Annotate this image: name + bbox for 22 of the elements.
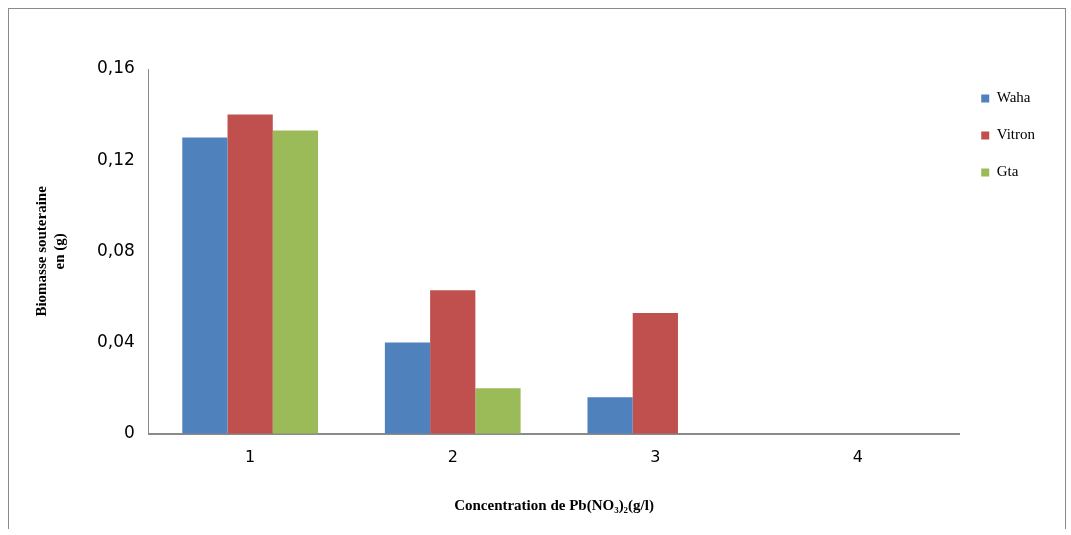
legend-label: Waha [996, 89, 1031, 106]
bar [227, 114, 273, 434]
y-tick-label: 0 [124, 422, 135, 443]
bar [272, 130, 319, 434]
legend-label: Vitron [996, 126, 1036, 143]
bar [632, 312, 678, 434]
x-tick-label: 4 [852, 446, 864, 466]
y-tick-label: 0,12 [96, 148, 135, 169]
bar [430, 290, 476, 434]
y-tick-label: 0,16 [96, 57, 135, 78]
x-axis-title: Concentration de Pb(NO₃)₂(g/l) [454, 496, 654, 514]
x-tick-label: 2 [447, 446, 458, 466]
x-tick-label: 1 [245, 446, 256, 466]
y-tick-label: 0,04 [96, 331, 135, 352]
x-tick-label: 3 [650, 446, 661, 466]
legend-label: Gta [996, 163, 1019, 180]
bar [475, 388, 521, 434]
bar [182, 137, 228, 434]
y-axis-title: Biomasse souteraine en (g) [32, 185, 68, 317]
bar [384, 342, 431, 434]
bar [587, 397, 633, 434]
y-tick-label: 0,08 [96, 239, 135, 260]
